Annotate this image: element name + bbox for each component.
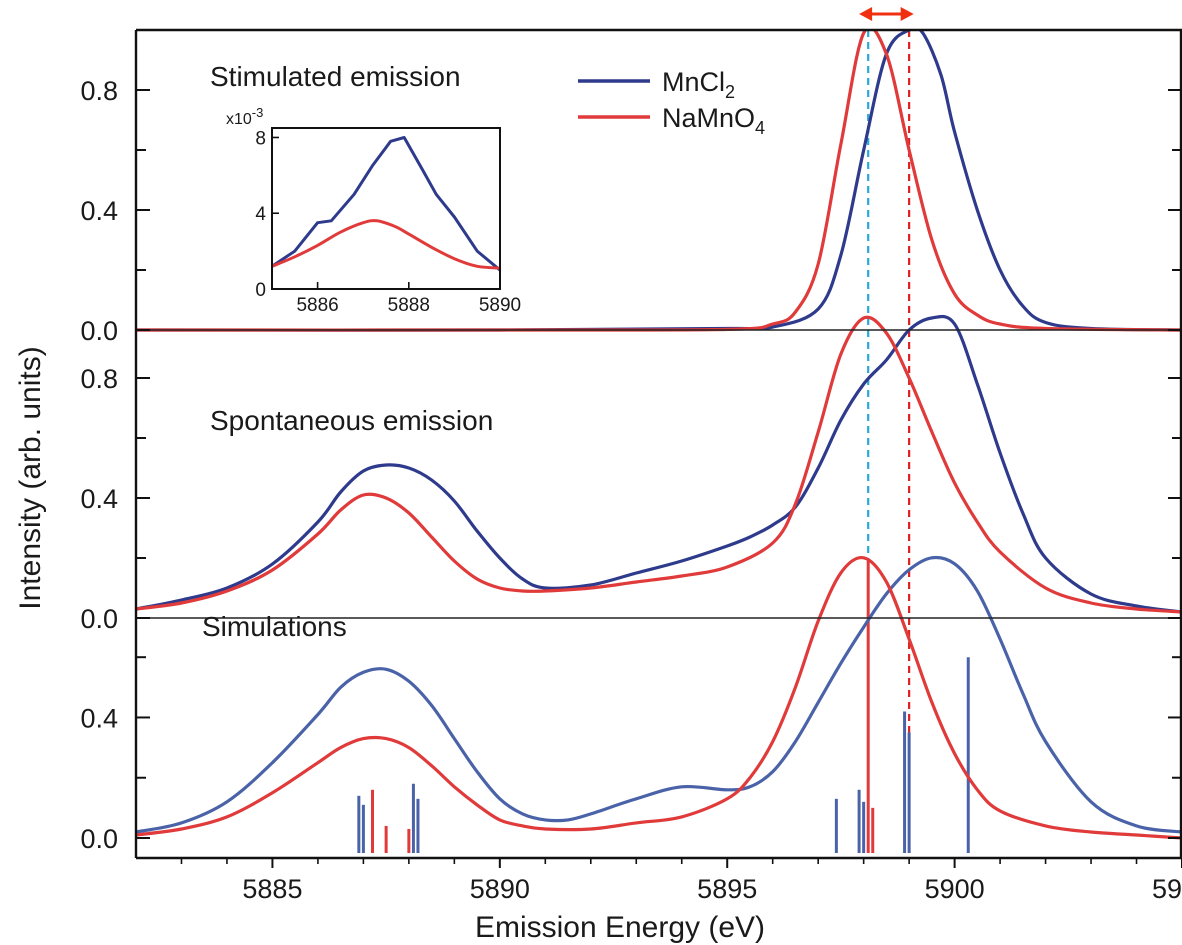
inset-background	[272, 128, 500, 289]
y-tick-label-stimulated-2: 0.4	[80, 196, 118, 226]
x-tick-label-2: 5890	[470, 874, 530, 904]
y-axis-title: Intensity (arb. units)	[14, 346, 47, 609]
inset-plot: 0 4 8 5886 5888 5890 x10-3	[226, 105, 521, 316]
inset-multiplier: x10-3	[226, 105, 263, 128]
inset-x-tick-label-3: 5890	[479, 295, 521, 316]
inset-y-tick-label-2: 4	[255, 204, 266, 225]
inset-frame	[271, 127, 501, 290]
shift-arrow-left-head	[859, 7, 873, 21]
y-tick-label-stimulated-3: 0.8	[80, 76, 118, 106]
inset-curve-mncl2	[272, 136, 500, 272]
inset-y-tick-label-3: 8	[255, 128, 266, 149]
simulations-curve-mncl2	[136, 555, 1182, 834]
spontaneous-curve-mncl2	[136, 314, 1182, 614]
legend-label-2: NaMnO4	[662, 103, 765, 138]
axis-ticks: 0.0 0.4 0.8 0.0 0.4 0.8 0.0 0.4 5885 5890 5895 5900…	[80, 76, 1182, 904]
x-tick-label-3: 5895	[697, 874, 757, 904]
y-tick-label-stimulated-1: 0.0	[80, 316, 118, 346]
inset-curves	[272, 136, 500, 272]
x-axis-title: Emission Energy (eV)	[475, 911, 765, 944]
x-tick-label-1: 5885	[242, 874, 302, 904]
panel-label-stimulated: Stimulated emission	[210, 61, 461, 92]
simulations-curve-namno4	[136, 555, 1182, 840]
shift-arrow-right-head	[900, 7, 914, 21]
inset-x-tick-label-1: 5886	[296, 295, 338, 316]
x-tick-label-4: 5900	[925, 874, 985, 904]
spontaneous-curve-namno4	[136, 315, 1182, 614]
panel-label-simulations: Simulations	[202, 611, 347, 642]
chart-labels: Stimulated emission Spontaneous emission S…	[14, 7, 914, 944]
panel-label-spontaneous: Spontaneous emission	[210, 405, 493, 436]
inset-curve-namno4	[272, 219, 500, 270]
reference-lines	[867, 30, 911, 855]
y-tick-label-spontaneous-1: 0.0	[80, 604, 118, 634]
plot-frame	[134, 28, 1182, 860]
y-tick-label-spontaneous-2: 0.4	[80, 484, 118, 514]
inset-x-tick-label-2: 5888	[388, 295, 430, 316]
y-tick-label-simulations-2: 0.4	[80, 703, 118, 733]
y-tick-label-spontaneous-3: 0.8	[80, 364, 118, 394]
y-tick-label-simulations-1: 0.0	[80, 824, 118, 854]
curves	[136, 30, 1182, 853]
legend-label-1: MnCl2	[662, 67, 735, 102]
inset-y-tick-label-1: 0	[255, 280, 266, 301]
x-tick-label-5: 5905	[1152, 874, 1182, 904]
